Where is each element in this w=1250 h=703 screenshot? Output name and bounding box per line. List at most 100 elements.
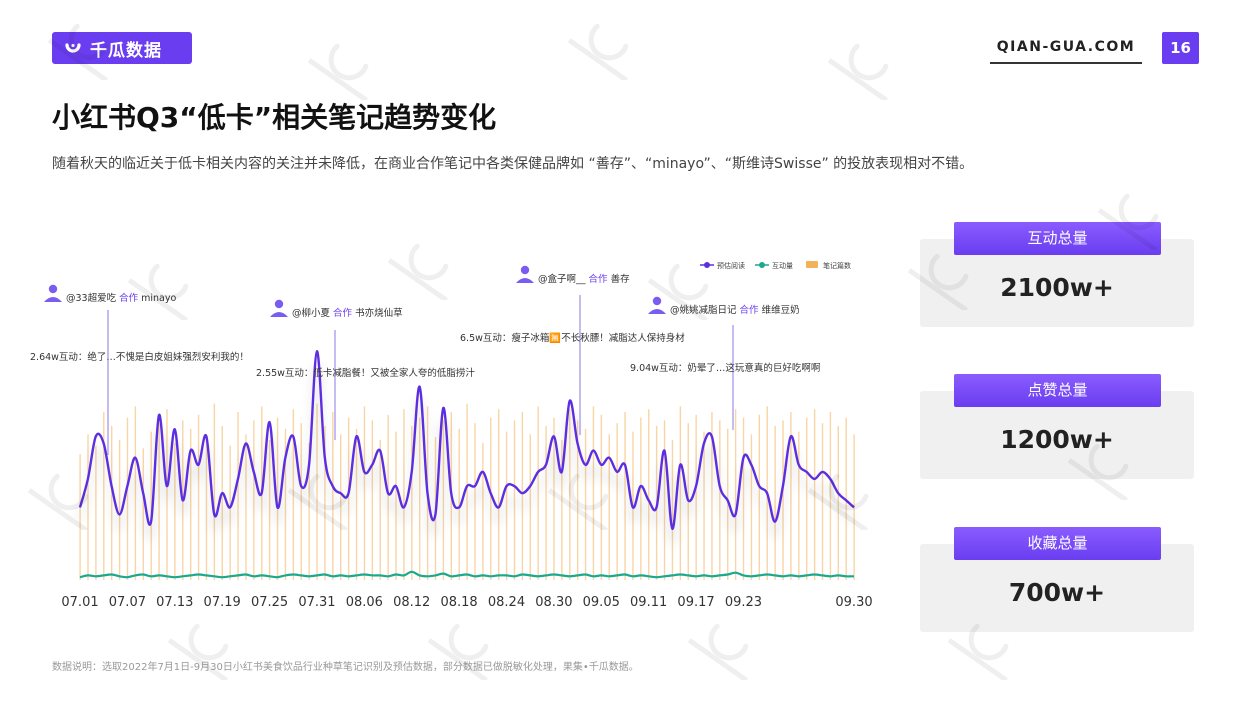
note-count-bar — [719, 420, 721, 580]
brand-logo: 千瓜数据 — [52, 32, 192, 64]
note-count-bar — [316, 403, 318, 580]
note-count-bar — [782, 420, 784, 580]
note-count-bar — [340, 434, 342, 580]
x-tick-label: 09.23 — [725, 595, 762, 610]
note-count-bar — [332, 412, 334, 580]
note-count-bar — [608, 434, 610, 580]
note-count-bar — [774, 426, 776, 580]
note-count-bar — [419, 417, 421, 580]
note-count-bar — [521, 412, 524, 580]
stat-card-favorites: 收藏总量 700w+ — [920, 527, 1194, 632]
note-count-bar — [308, 442, 310, 580]
annotation-user: @盒子啊__ 合作 善存 — [538, 273, 630, 285]
page-number: 16 — [1162, 32, 1199, 64]
user-icon — [652, 296, 662, 306]
note-count-bar — [118, 440, 121, 580]
logo-icon — [65, 43, 81, 53]
note-count-bar — [545, 426, 547, 580]
annotation-user: @姚姚减脂日记 合作 维维豆奶 — [670, 304, 800, 316]
note-count-bar — [221, 426, 223, 580]
stat-label: 点赞总量 — [954, 374, 1161, 407]
stat-label: 互动总量 — [954, 222, 1161, 255]
note-count-bar — [490, 417, 492, 580]
note-count-bar — [300, 423, 302, 580]
user-icon — [520, 265, 530, 275]
note-count-bar — [584, 428, 587, 580]
note-count-bar — [703, 431, 705, 580]
annotation-note: 2.64w互动：绝了…不愧是白皮姐妹强烈安利我的！ — [30, 351, 249, 363]
note-count-bar — [324, 426, 326, 580]
note-count-bar — [458, 428, 460, 580]
note-count-bar — [837, 426, 840, 580]
note-count-bar — [403, 409, 405, 580]
watermark-logo — [680, 620, 770, 684]
note-count-bar — [790, 412, 792, 580]
legend-label: 笔记篇数 — [823, 261, 851, 270]
stat-value: 2100w+ — [1000, 273, 1114, 302]
note-count-bar — [798, 431, 800, 580]
note-count-bar — [371, 420, 374, 580]
note-count-bar — [253, 420, 255, 580]
page-title: 小红书Q3“低卡”相关笔记趋势变化 — [52, 101, 497, 134]
note-count-bar — [387, 414, 389, 580]
note-count-bar — [497, 409, 500, 580]
note-count-bar — [205, 437, 208, 580]
note-count-bar — [482, 442, 484, 580]
note-count-bar — [671, 440, 674, 580]
note-count-bar — [750, 434, 753, 580]
annotation-user: @33超爱吃 合作 minayo — [66, 292, 176, 304]
user-icon-body — [648, 309, 666, 314]
page-description: 随着秋天的临近关于低卡相关内容的关注并未降低，在商业合作笔记中各类保健品牌如 “… — [52, 156, 974, 172]
note-count-bar — [561, 440, 563, 580]
user-icon — [48, 284, 58, 294]
note-count-bar — [616, 423, 618, 580]
user-icon-body — [270, 312, 288, 317]
note-count-bar — [110, 426, 113, 580]
annotation-note: 2.55w互动：低卡减脂餐！又被全家人夸的低脂捞汁 — [256, 367, 475, 379]
x-tick-label: 07.01 — [61, 595, 98, 610]
legend-marker — [704, 262, 710, 268]
note-count-bar — [758, 414, 761, 580]
x-tick-label: 07.07 — [109, 595, 146, 610]
note-count-bar — [197, 414, 200, 580]
note-count-bar — [95, 445, 97, 580]
annotation-user: @柳小夏 合作 书亦烧仙草 — [292, 307, 403, 319]
legend-label: 预估阅读 — [717, 261, 745, 270]
stat-value: 1200w+ — [1000, 425, 1114, 454]
note-count-bar — [537, 406, 539, 580]
user-icon-body — [44, 297, 62, 302]
note-count-bar — [648, 409, 650, 580]
note-count-bar — [640, 417, 642, 580]
brand-name: 千瓜数据 — [90, 40, 162, 61]
note-count-bar — [292, 409, 295, 580]
note-count-bar — [624, 412, 626, 580]
note-count-bar — [395, 431, 397, 580]
note-count-bar — [711, 412, 713, 580]
note-count-bar — [284, 428, 287, 580]
note-count-bar — [569, 409, 571, 580]
note-count-bar — [158, 423, 160, 580]
x-tick-label: 08.24 — [488, 595, 525, 610]
note-count-bar — [134, 406, 137, 580]
note-count-bar — [592, 406, 595, 580]
note-count-bar — [189, 428, 192, 580]
note-count-bar — [411, 426, 413, 580]
x-tick-label: 07.13 — [156, 595, 193, 610]
user-icon-body — [516, 278, 534, 283]
footnote: 数据说明：选取2022年7月1日-9月30日小红书美食饮品行业种草笔记识别及预估… — [52, 662, 639, 673]
interaction-line — [79, 570, 855, 579]
note-count-bar — [276, 417, 279, 580]
note-count-bar — [79, 454, 81, 580]
trend-chart: 07.01 07.07 07.13 07.19 07.25 07.31 08.06 08.12… — [30, 261, 873, 610]
note-count-bar — [727, 428, 729, 580]
legend-marker — [759, 262, 765, 268]
note-count-bar — [576, 420, 579, 580]
stat-card-likes: 点赞总量 1200w+ — [920, 374, 1194, 479]
x-tick-label: 09.11 — [630, 595, 667, 610]
note-count-bar — [229, 445, 231, 580]
note-count-bar — [513, 420, 516, 580]
note-count-bar — [466, 403, 468, 580]
note-count-bar — [174, 442, 176, 580]
note-count-bar — [505, 431, 508, 580]
legend-label: 互动量 — [772, 261, 793, 270]
